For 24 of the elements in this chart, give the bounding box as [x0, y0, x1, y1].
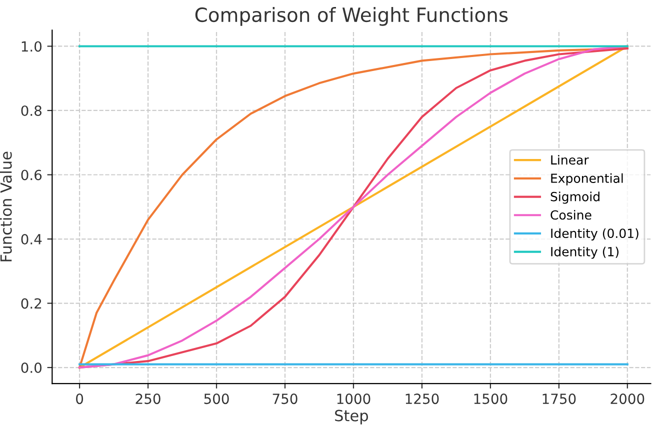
y-tick-label: 0.0: [21, 362, 42, 373]
x-tick-label: 2000: [610, 394, 644, 404]
x-tick-label: 1000: [337, 394, 370, 404]
x-tick-label: 500: [204, 394, 229, 404]
y-tick-label: 0.2: [21, 298, 42, 309]
legend-label: Sigmoid: [550, 192, 600, 204]
x-tick-label: 750: [272, 394, 298, 404]
y-tick-label: 1.0: [22, 41, 42, 52]
x-tick-label: 1500: [474, 394, 508, 404]
chart-title: Comparison of Weight Functions: [195, 7, 508, 26]
y-axis-title: Function Value: [0, 152, 12, 262]
x-tick-label: 250: [136, 394, 160, 404]
y-tick-label: 0.8: [21, 105, 42, 116]
x-tick-label: 0: [76, 394, 84, 404]
legend-label: Identity (0.01): [551, 228, 638, 240]
y-tick-label: 0.6: [21, 170, 42, 180]
x-tick-label: 1250: [406, 394, 439, 404]
legend-label: Cosine: [550, 210, 592, 220]
legend-label: Exponential: [551, 173, 623, 186]
legend-label: Linear: [551, 154, 589, 165]
y-tick-label: 0.4: [21, 234, 42, 244]
legend-label: Identity (1): [551, 246, 618, 259]
x-tick-label: 1750: [542, 394, 576, 404]
x-axis-title: Step: [335, 410, 368, 424]
